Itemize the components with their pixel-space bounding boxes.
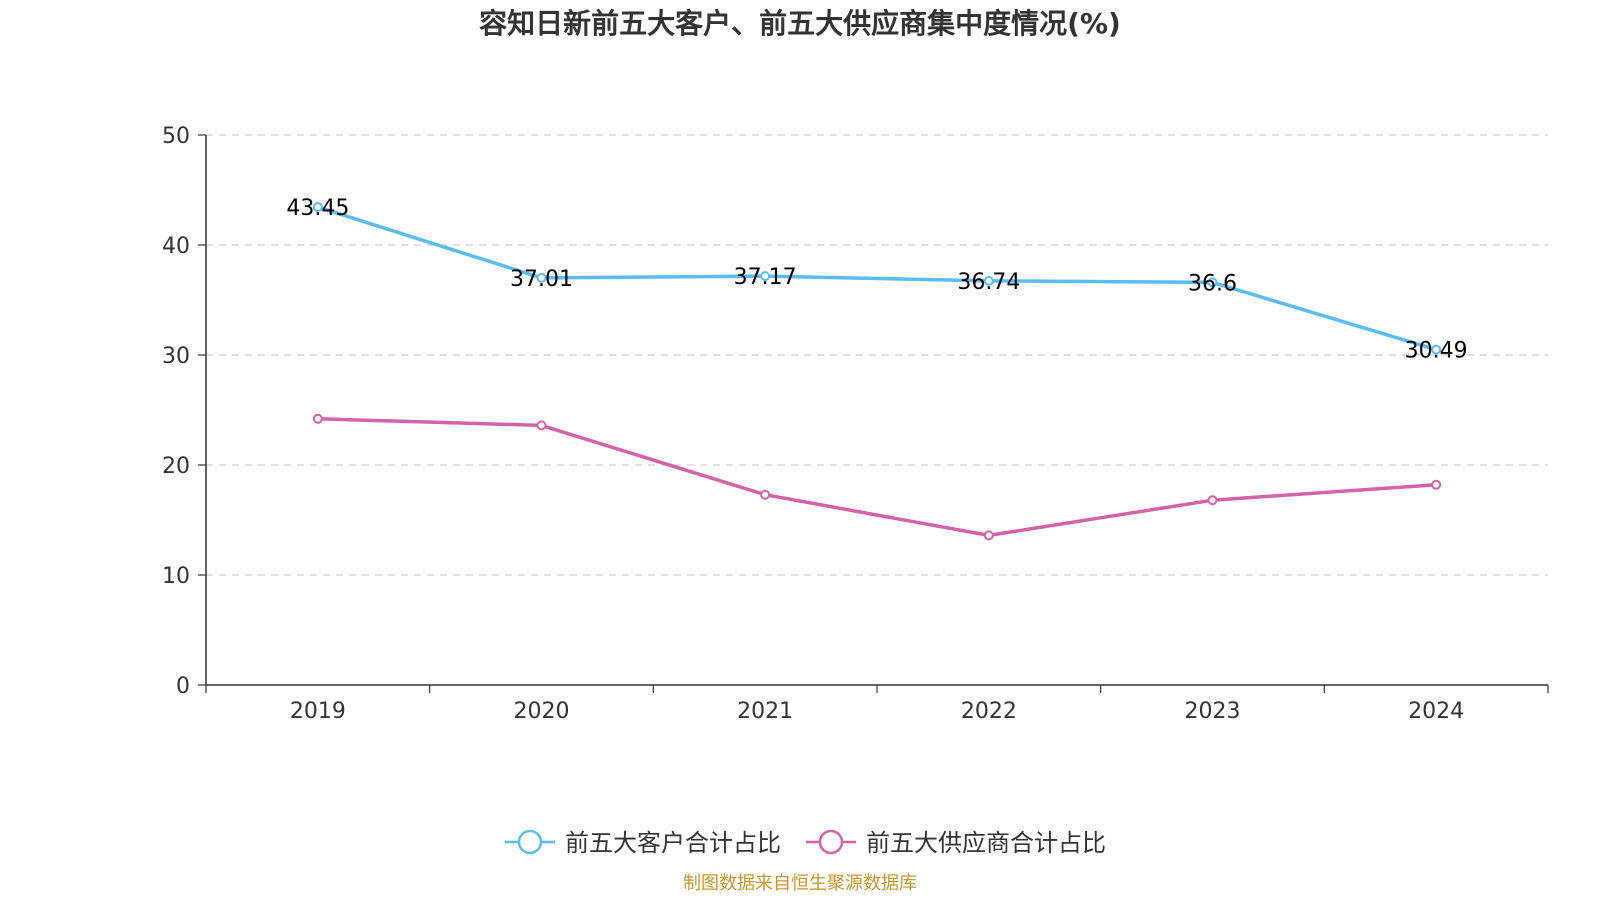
x-tick-label: 2023 [1185, 699, 1241, 724]
data-point [1207, 495, 1218, 506]
legend-label: 前五大客户合计占比 [565, 829, 781, 857]
axes: 0 10 20 30 40 50 2019 2020 2021 2022 2023 2024 [162, 124, 1549, 724]
data-point [760, 271, 771, 282]
series-line [317, 205, 1437, 352]
legend-marker [818, 829, 844, 855]
data-label: 37.17 [734, 265, 797, 290]
grid [206, 134, 1548, 576]
data-label: 37.01 [510, 267, 573, 292]
x-tick-label: 2020 [514, 699, 570, 724]
y-tick-label: 20 [162, 454, 190, 479]
data-point [983, 530, 994, 541]
data-point [1431, 479, 1442, 490]
data-point [983, 275, 994, 286]
x-tick-label: 2022 [961, 699, 1017, 724]
x-tick-label: 2021 [737, 699, 793, 724]
x-tick-label: 2019 [290, 699, 346, 724]
y-tick-label: 30 [162, 344, 190, 369]
chart-title: 容知日新前五大客户、前五大供应商集中度情况(%) [479, 7, 1121, 40]
y-tick-label: 50 [162, 124, 190, 149]
legend: 前五大客户合计占比 前五大供应商合计占比 [505, 829, 1106, 857]
series [312, 202, 1442, 541]
data-point [1207, 277, 1218, 288]
legend-marker [517, 829, 543, 855]
source-note: 制图数据来自恒生聚源数据库 [683, 873, 917, 894]
data-label: 36.6 [1188, 271, 1237, 296]
data-point [536, 420, 547, 431]
data-label: 36.74 [957, 270, 1020, 295]
y-tick-label: 40 [162, 234, 190, 259]
data-point [760, 489, 771, 500]
data-point [312, 202, 323, 213]
data-label: 43.45 [286, 196, 349, 221]
data-labels: 43.45 37.01 37.17 36.74 36.6 30.49 [286, 196, 1467, 364]
legend-label: 前五大供应商合计占比 [866, 829, 1106, 857]
data-label: 30.49 [1405, 339, 1468, 364]
x-tick-label: 2024 [1408, 699, 1464, 724]
y-tick-label: 10 [162, 564, 190, 589]
data-point [312, 413, 323, 424]
data-point [536, 272, 547, 283]
y-tick-label: 0 [176, 674, 190, 699]
series-line [317, 417, 1437, 538]
data-point [1431, 344, 1442, 355]
